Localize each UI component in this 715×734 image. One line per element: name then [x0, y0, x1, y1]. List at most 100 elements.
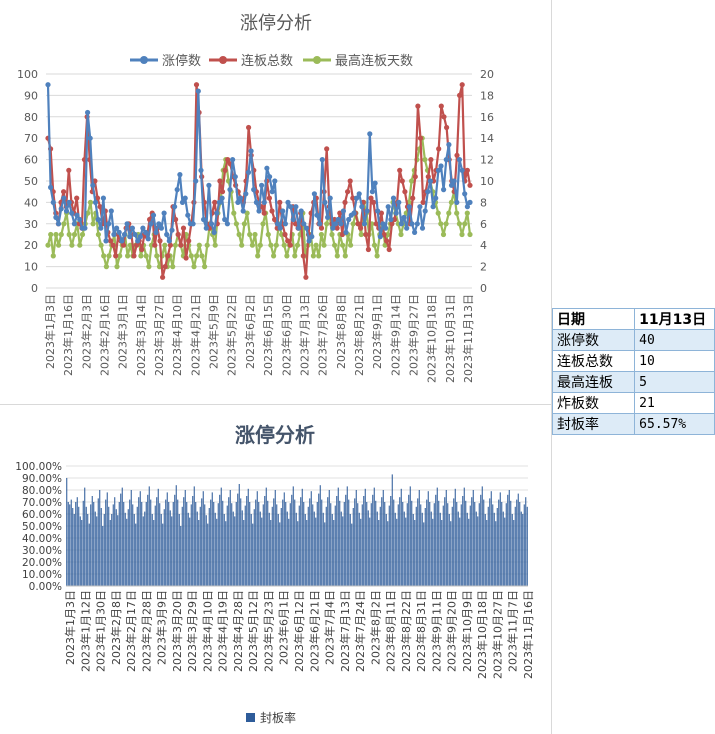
data-point — [66, 199, 72, 205]
data-point — [156, 221, 162, 227]
data-point — [329, 231, 335, 238]
data-point — [358, 231, 364, 238]
bar — [286, 511, 288, 586]
bar — [301, 488, 303, 586]
bar — [501, 502, 503, 586]
x-tick-label: 2023年5月22日 — [225, 294, 239, 376]
bar — [72, 508, 74, 586]
data-point — [319, 157, 325, 163]
data-point — [256, 208, 262, 214]
bar — [96, 516, 98, 586]
bar — [405, 517, 407, 586]
x-tick-label: 2023年1月3日 — [43, 294, 57, 369]
data-point — [311, 191, 317, 197]
data-point — [285, 238, 291, 244]
data-point — [50, 253, 56, 259]
bar — [357, 503, 359, 586]
data-point — [332, 242, 338, 248]
bar — [390, 496, 392, 586]
x-tick-label: 2023年1月16日 — [61, 294, 75, 376]
bar — [169, 510, 171, 586]
data-point — [153, 229, 159, 235]
data-point — [77, 216, 83, 223]
bar — [66, 478, 68, 586]
bar — [415, 506, 417, 586]
x-tick-label: 2023年8月31日 — [414, 590, 428, 672]
y-right-tick-label: 0 — [480, 282, 487, 295]
data-point — [401, 214, 407, 220]
x-tick-label: 2023年9月14日 — [388, 294, 402, 376]
y-left-tick-label: 0 — [31, 282, 38, 295]
bar — [433, 503, 435, 586]
data-point — [412, 174, 418, 180]
bar — [181, 506, 183, 586]
bar — [490, 491, 492, 586]
data-point — [359, 204, 365, 210]
bar — [280, 508, 282, 586]
data-point — [371, 199, 377, 205]
data-point — [71, 221, 77, 227]
data-point — [183, 255, 189, 261]
data-point — [440, 231, 447, 238]
bar — [252, 523, 254, 586]
bar — [412, 514, 414, 586]
x-tick-label: 2023年9月27日 — [406, 294, 420, 376]
bar — [268, 512, 270, 586]
data-point — [410, 195, 416, 201]
data-point — [464, 204, 470, 210]
data-point — [444, 124, 450, 131]
data-point — [114, 225, 120, 231]
bar — [318, 493, 320, 586]
data-point — [363, 231, 369, 238]
data-point — [454, 210, 460, 216]
bar — [319, 485, 321, 586]
data-point — [456, 157, 463, 163]
bar — [145, 502, 147, 586]
data-point — [324, 221, 330, 227]
bar — [262, 504, 264, 586]
data-point — [230, 157, 236, 163]
data-point — [292, 253, 298, 259]
bar — [466, 512, 468, 586]
bar — [222, 500, 224, 586]
data-point — [412, 229, 418, 235]
data-point — [135, 238, 141, 244]
bar — [384, 502, 386, 586]
bar — [511, 514, 513, 586]
data-point — [367, 131, 373, 137]
data-point — [346, 216, 352, 223]
legend-item: 封板率 — [246, 710, 296, 725]
data-point — [464, 167, 470, 173]
x-tick-label: 2023年10月18日 — [425, 294, 439, 383]
x-tick-label: 2023年11月16日 — [521, 590, 535, 679]
data-point — [199, 253, 205, 259]
bar — [450, 521, 452, 586]
bar — [372, 494, 374, 586]
data-point — [55, 221, 62, 227]
x-tick-label: 2023年7月4日 — [323, 590, 337, 665]
x-tick-label: 2023年6月30日 — [279, 294, 293, 376]
data-point — [436, 146, 442, 152]
bar — [216, 518, 218, 586]
divider-horizontal — [0, 404, 551, 405]
data-point — [249, 242, 255, 248]
data-point — [129, 225, 135, 231]
data-point — [420, 199, 426, 205]
data-point — [231, 210, 237, 216]
bar — [460, 504, 462, 586]
data-point — [227, 187, 233, 193]
x-tick-label: 2023年5月9日 — [207, 294, 221, 369]
bar — [523, 504, 525, 586]
data-point — [97, 204, 103, 210]
summary-row: 连板总数 10 — [551, 350, 715, 372]
series-line — [46, 137, 472, 268]
data-point — [277, 199, 283, 205]
data-point — [174, 187, 180, 193]
data-point — [296, 225, 302, 231]
data-point — [318, 225, 325, 231]
data-point — [467, 199, 473, 205]
bar — [75, 502, 77, 586]
bar — [306, 520, 308, 586]
data-point — [268, 242, 274, 248]
data-point — [355, 221, 361, 227]
